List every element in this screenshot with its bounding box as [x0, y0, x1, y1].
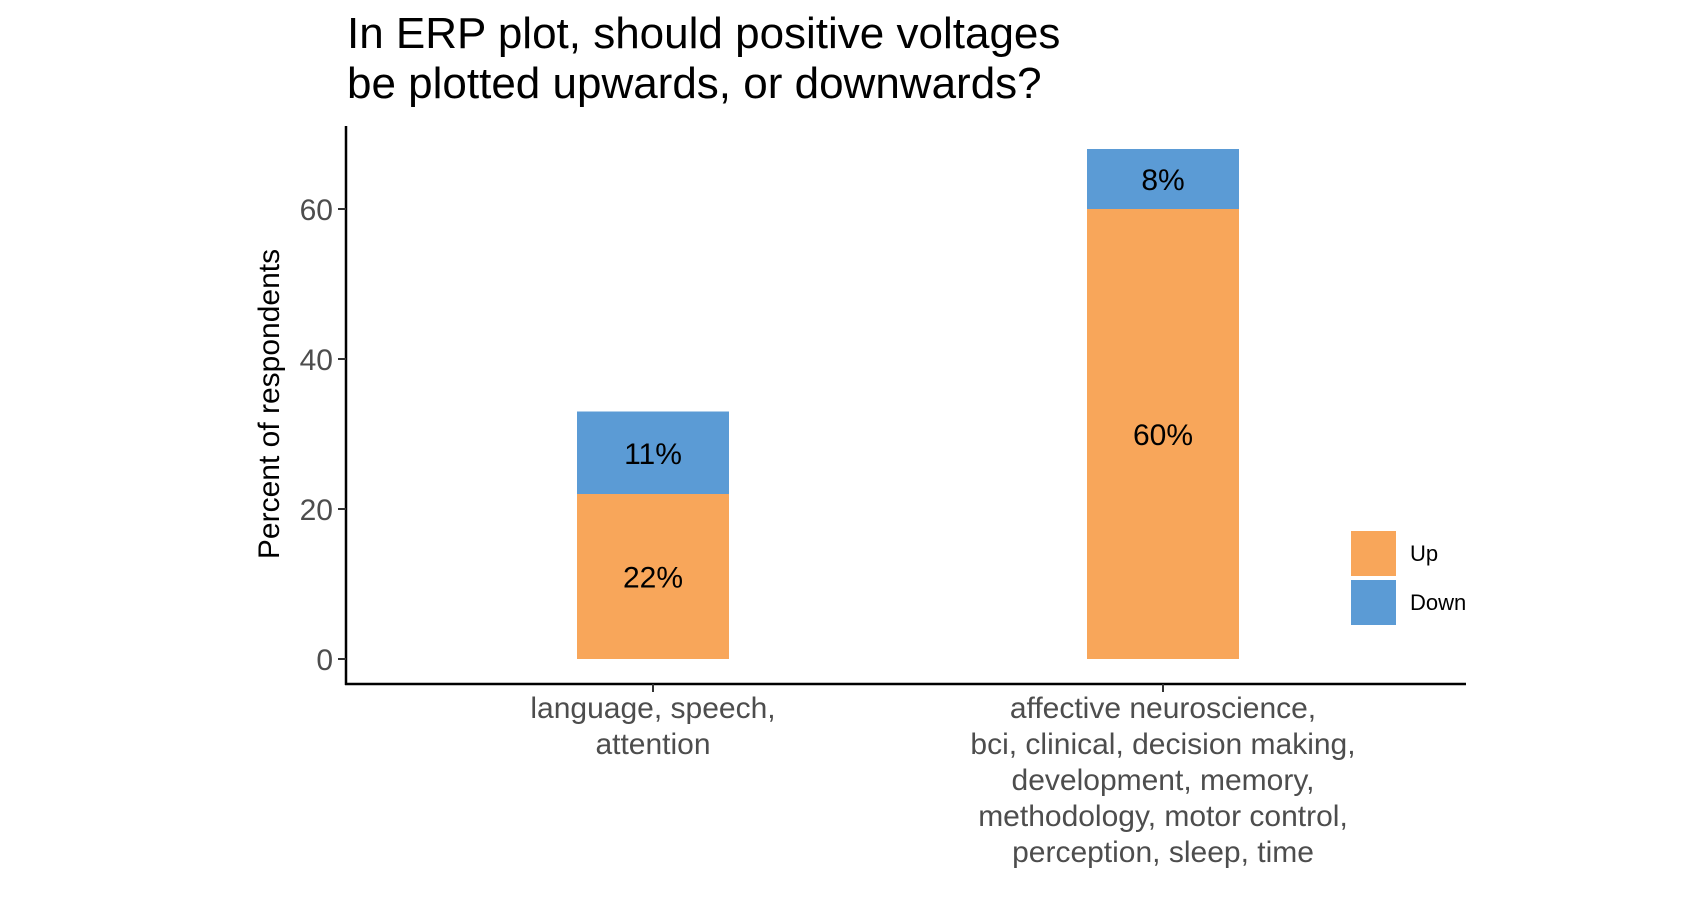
x-tick-label: bci, clinical, decision making, [970, 728, 1355, 761]
bar-down-1 [577, 411, 729, 494]
y-axis-label: Percent of respondents [253, 249, 286, 559]
x-tick-label: language, speech, [530, 692, 775, 725]
x-ticks: language, speech,attention affective neur… [530, 684, 1356, 869]
y-ticks: 0 20 40 60 [300, 194, 346, 677]
bars [577, 149, 1239, 659]
data-label-up-1: 22% [623, 562, 683, 595]
legend-label-up: Up [1410, 541, 1438, 566]
data-label-down-1: 11% [624, 438, 682, 471]
axes [344, 126, 1466, 686]
x-tick-label: attention [595, 728, 710, 761]
x-tick-label: development, memory, [1012, 764, 1315, 797]
data-label-down-2: 8% [1141, 164, 1184, 197]
legend: Up Down [1351, 531, 1466, 625]
x-tick-label: affective neuroscience, [1010, 692, 1316, 725]
y-tick-label: 0 [316, 644, 333, 677]
bar-down-2 [1087, 149, 1239, 209]
x-tick-label: perception, sleep, time [1012, 836, 1314, 869]
x-tick-label: methodology, motor control, [978, 800, 1348, 833]
bar-up-2 [1087, 209, 1239, 659]
y-tick-label: 40 [300, 344, 333, 377]
y-tick-label: 60 [300, 194, 333, 227]
legend-swatch-up [1351, 531, 1396, 576]
data-label-up-2: 60% [1133, 419, 1193, 452]
legend-label-down: Down [1410, 590, 1466, 615]
title-line: In ERP plot, should positive voltages [347, 9, 1060, 58]
legend-swatch-down [1351, 580, 1396, 625]
title-line: be plotted upwards, or downwards? [347, 59, 1042, 108]
data-labels: 22% 11% 60% 8% [623, 164, 1193, 595]
y-axis-label-group: Percent of respondents [253, 249, 286, 559]
bar-up-1 [577, 494, 729, 659]
y-tick-label: 20 [300, 494, 333, 527]
chart-title: In ERP plot, should positive voltagesbe … [347, 9, 1060, 108]
